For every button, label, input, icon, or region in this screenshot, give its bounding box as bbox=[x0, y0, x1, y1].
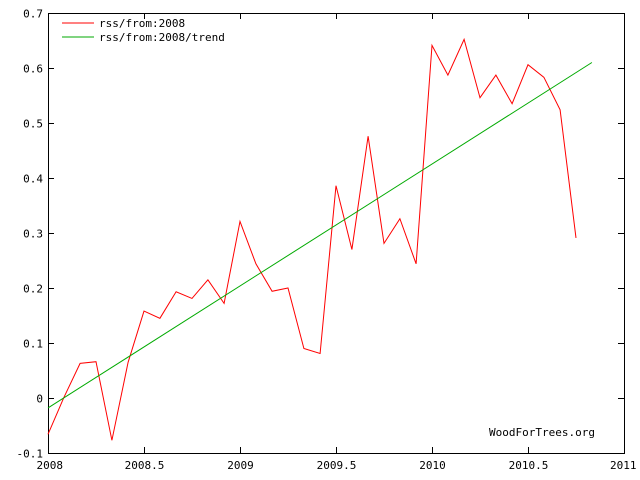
x-tick-label: 2011 bbox=[610, 459, 637, 472]
watermark: WoodForTrees.org bbox=[489, 426, 595, 439]
y-tick-label: 0 bbox=[36, 393, 43, 406]
series-line-trend bbox=[47, 62, 593, 409]
y-tick-label: -0.1 bbox=[17, 448, 44, 461]
legend-label-trend: rss/from:2008/trend bbox=[99, 31, 225, 44]
x-axis: 2008 2008.5 2009 2009.5 2010 2010.5 2011 bbox=[37, 13, 637, 472]
x-tick-label: 2009.5 bbox=[317, 459, 357, 472]
y-tick-label: 0.6 bbox=[23, 63, 43, 76]
x-tick-label: 2008 bbox=[37, 459, 64, 472]
x-tick-label: 2008.5 bbox=[125, 459, 165, 472]
y-tick-label: 0.1 bbox=[23, 338, 43, 351]
y-axis: -0.1 0 0.1 0.2 0.3 0.4 0.5 0.6 0.7 bbox=[17, 8, 624, 461]
x-tick-label: 2010 bbox=[419, 459, 446, 472]
x-tick-label: 2010.5 bbox=[509, 459, 549, 472]
y-tick-label: 0.7 bbox=[23, 8, 43, 21]
y-tick-label: 0.2 bbox=[23, 283, 43, 296]
series-line-rss bbox=[47, 37, 577, 441]
x-tick-label: 2009 bbox=[227, 459, 254, 472]
y-tick-label: 0.4 bbox=[23, 173, 43, 186]
legend: rss/from:2008 rss/from:2008/trend bbox=[62, 17, 225, 44]
plot-frame bbox=[48, 13, 625, 454]
y-tick-label: 0.5 bbox=[23, 118, 43, 131]
y-tick-label: 0.3 bbox=[23, 228, 43, 241]
series-layer bbox=[47, 37, 593, 441]
legend-label-rss: rss/from:2008 bbox=[99, 17, 185, 30]
